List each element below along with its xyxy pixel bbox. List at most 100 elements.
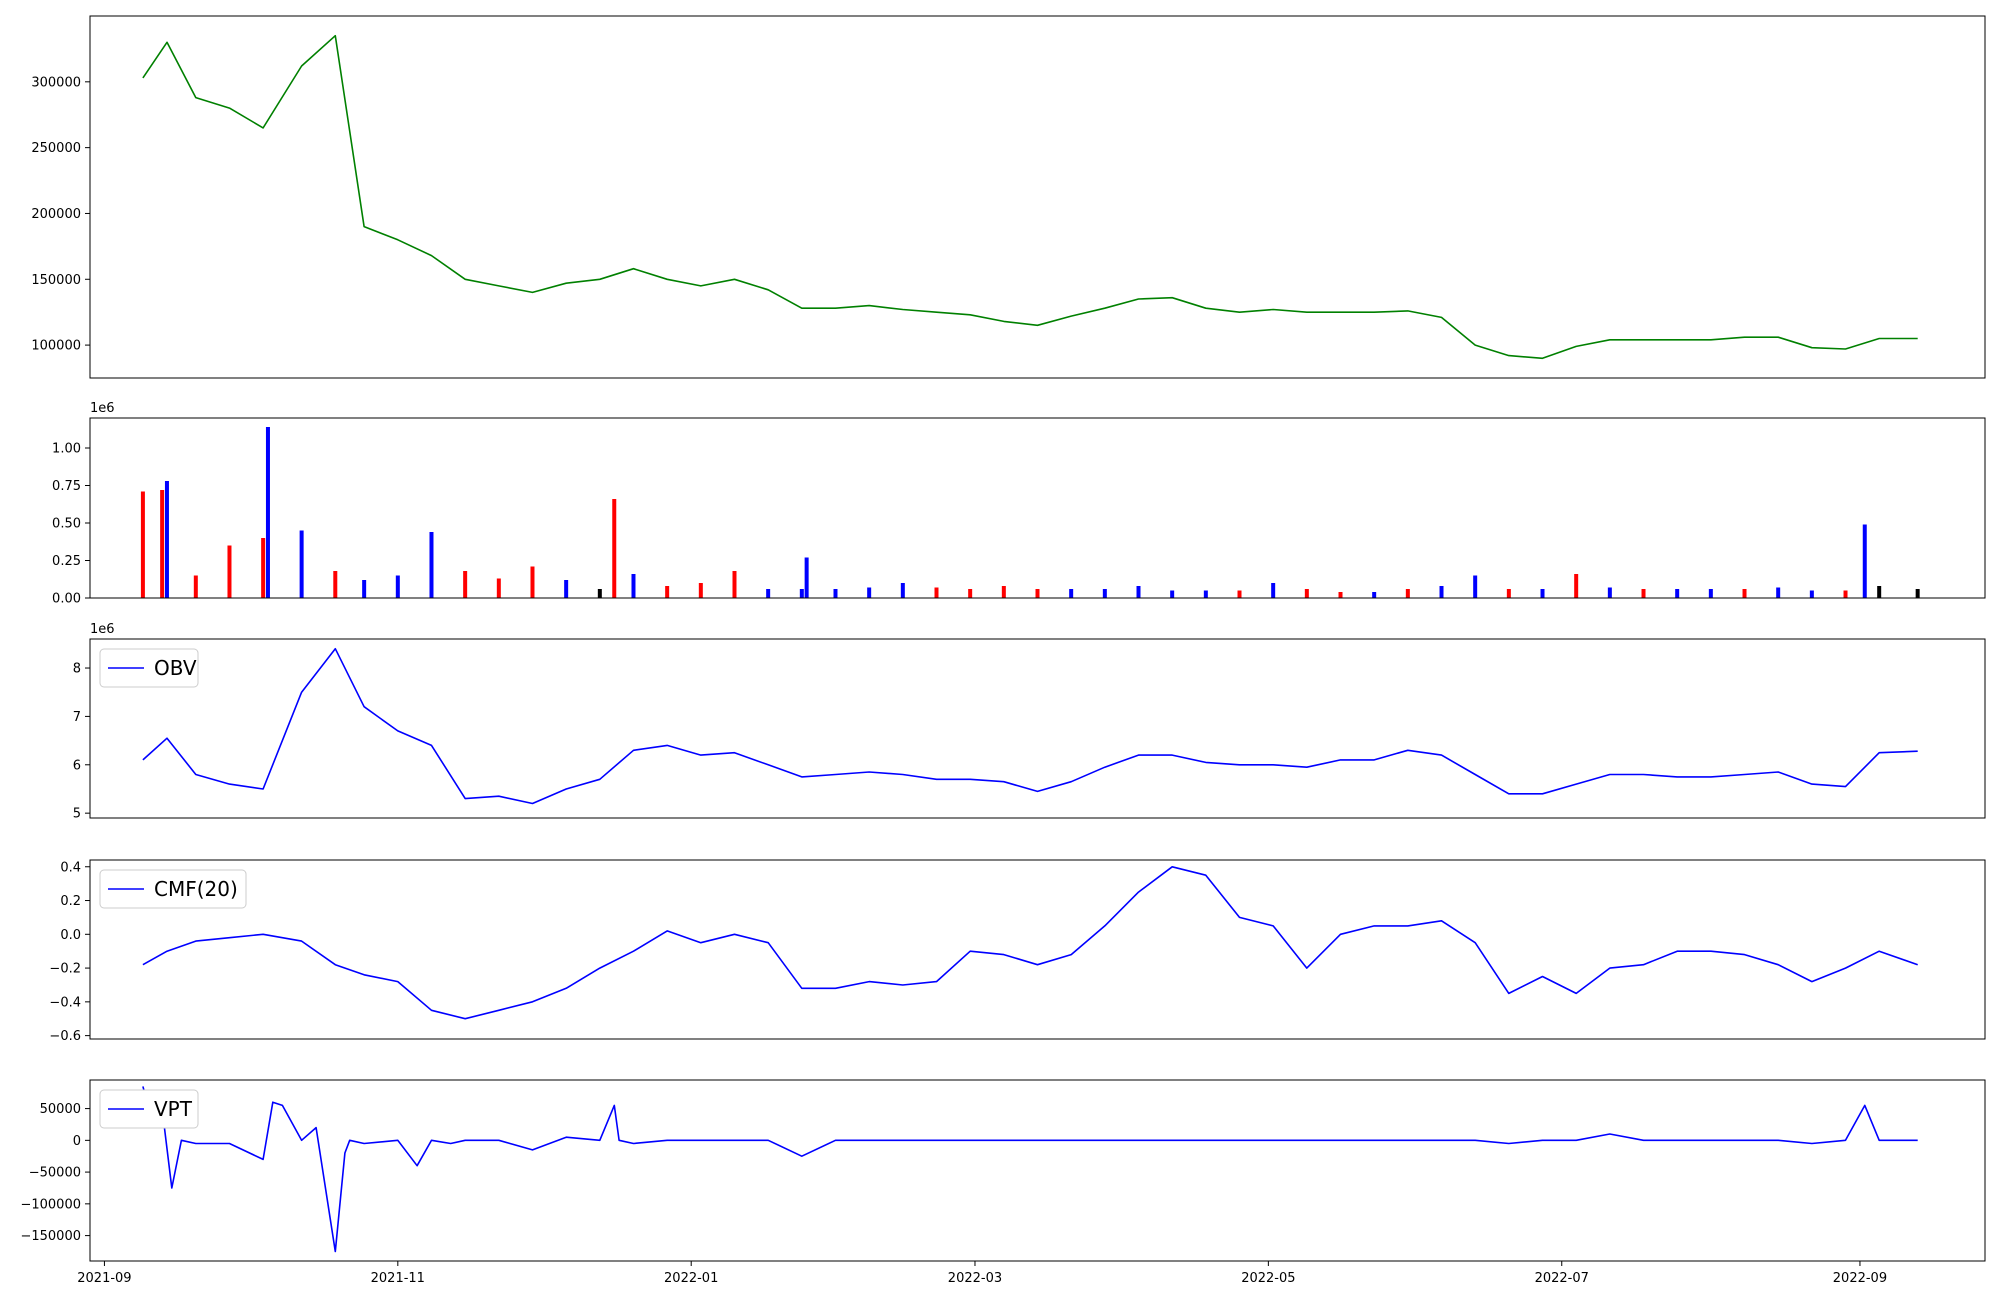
y-tick-label: −150000: [20, 1229, 81, 1244]
axes-frame: [89, 638, 1986, 819]
y-tick-label: 7: [73, 710, 81, 725]
axis-offset-label: 1e6: [90, 401, 115, 416]
volume-bar: [766, 589, 771, 598]
volume-bar: [799, 589, 804, 598]
volume-bar: [900, 583, 905, 598]
x-tick-label: 2022-01: [664, 1271, 718, 1286]
volume-bar: [732, 571, 737, 598]
cmf-20-line: [142, 865, 1918, 1020]
volume-bar: [1069, 589, 1074, 598]
x-tick-label: 2021-09: [77, 1271, 131, 1286]
volume-bar: [362, 580, 367, 598]
y-tick-label: 0.50: [52, 517, 81, 532]
volume-bar: [934, 587, 939, 598]
y-tick-label: 8: [73, 662, 81, 677]
volume-bar: [867, 587, 872, 598]
volume-bar: [193, 575, 198, 598]
volume-bar: [1102, 589, 1107, 598]
volume-bar: [1506, 589, 1511, 598]
panel-0: 100000 150000 200000 250000 300000: [31, 15, 1986, 379]
y-tick-label: 0.4: [60, 860, 81, 875]
legend: CMF(20): [99, 869, 247, 909]
volume-bar: [1641, 589, 1646, 598]
axes-frame: [89, 15, 1986, 379]
volume-bar: [1607, 587, 1612, 598]
y-tick-label: 1.00: [52, 442, 81, 457]
y-tick-label: 6: [73, 758, 81, 773]
volume-bar: [1304, 589, 1309, 598]
y-tick-label: 0.00: [52, 592, 81, 607]
y-tick-label: −100000: [20, 1197, 81, 1212]
x-tick-label: 2022-09: [1833, 1271, 1887, 1286]
x-tick-label: 2022-05: [1241, 1271, 1295, 1286]
volume-bar: [395, 575, 400, 598]
legend-label: CMF(20): [154, 877, 238, 901]
panel-2: 5 6 7 8 1e6 OBV: [73, 622, 1986, 822]
y-tick-label: 0.0: [60, 928, 81, 943]
volume-bar: [1843, 590, 1848, 598]
panel-3: −0.6 −0.4 −0.2 0.0 0.2 0.4 CMF(20): [49, 859, 1986, 1044]
legend-label: VPT: [154, 1097, 193, 1121]
y-tick-label: −0.2: [49, 962, 81, 977]
y-tick-label: −0.6: [49, 1029, 81, 1044]
volume-bar: [833, 589, 838, 598]
volume-bar: [1338, 592, 1343, 598]
volume-bar: [1203, 590, 1208, 598]
volume-bar: [1439, 586, 1444, 598]
legend-label: OBV: [154, 656, 197, 680]
volume-bar: [631, 574, 636, 598]
volume-bar: [140, 491, 145, 598]
panel-1: 0.00 0.25 0.50 0.75 1.00 1e6: [52, 401, 1986, 607]
volume-bar: [1001, 586, 1006, 598]
legend: OBV: [99, 648, 199, 688]
volume-bar: [160, 490, 165, 598]
legend: VPT: [99, 1089, 199, 1129]
volume-bar: [1708, 589, 1713, 598]
y-tick-label: 150000: [31, 273, 81, 288]
volume-bar: [227, 545, 232, 598]
y-tick-label: 200000: [31, 207, 81, 222]
volume-bar: [429, 532, 434, 598]
y-tick-label: 300000: [31, 75, 81, 90]
volume-bar: [1877, 586, 1882, 598]
volume-bar: [1915, 589, 1920, 598]
volume-bar: [804, 557, 809, 598]
volume-bar: [1035, 589, 1040, 598]
axes-frame: [89, 417, 1986, 599]
volume-bar: [597, 589, 602, 598]
legend-box: [99, 869, 247, 909]
axes-frame: [89, 859, 1986, 1040]
volume-bar: [1574, 574, 1579, 598]
axes-frame: [89, 1079, 1986, 1262]
y-tick-label: 5: [73, 807, 81, 822]
x-tick-label: 2022-07: [1535, 1271, 1589, 1286]
obv-line: [142, 647, 1918, 805]
volume-bar: [1742, 589, 1747, 598]
y-tick-label: 0.25: [52, 554, 81, 569]
volume-bar: [1809, 590, 1814, 598]
volume-bar: [164, 481, 169, 598]
volume-bar: [265, 427, 270, 598]
volume-bar: [1405, 589, 1410, 598]
vpt-line: [142, 1086, 1918, 1253]
legend-box: [99, 1089, 199, 1129]
x-tick-label: 2022-03: [948, 1271, 1002, 1286]
y-tick-label: 100000: [31, 339, 81, 354]
panel-4: −150000 −100000 −50000 0 50000 VPT 2021-09 2021…: [20, 1079, 1986, 1286]
price-line: [142, 34, 1918, 360]
volume-bar: [496, 578, 501, 598]
volume-bar: [1862, 524, 1867, 598]
x-tick-label: 2021-11: [371, 1271, 425, 1286]
y-tick-label: 0: [73, 1134, 81, 1149]
volume-bar: [1136, 586, 1141, 598]
y-tick-label: 0.2: [60, 894, 81, 909]
volume-bar: [1776, 587, 1781, 598]
volume-bar: [1372, 592, 1377, 598]
volume-bar: [299, 530, 304, 598]
y-tick-label: 50000: [40, 1102, 81, 1117]
legend-box: [99, 648, 199, 688]
y-tick-label: −50000: [29, 1166, 81, 1181]
volume-bar: [261, 538, 266, 598]
volume-bar: [333, 571, 338, 598]
